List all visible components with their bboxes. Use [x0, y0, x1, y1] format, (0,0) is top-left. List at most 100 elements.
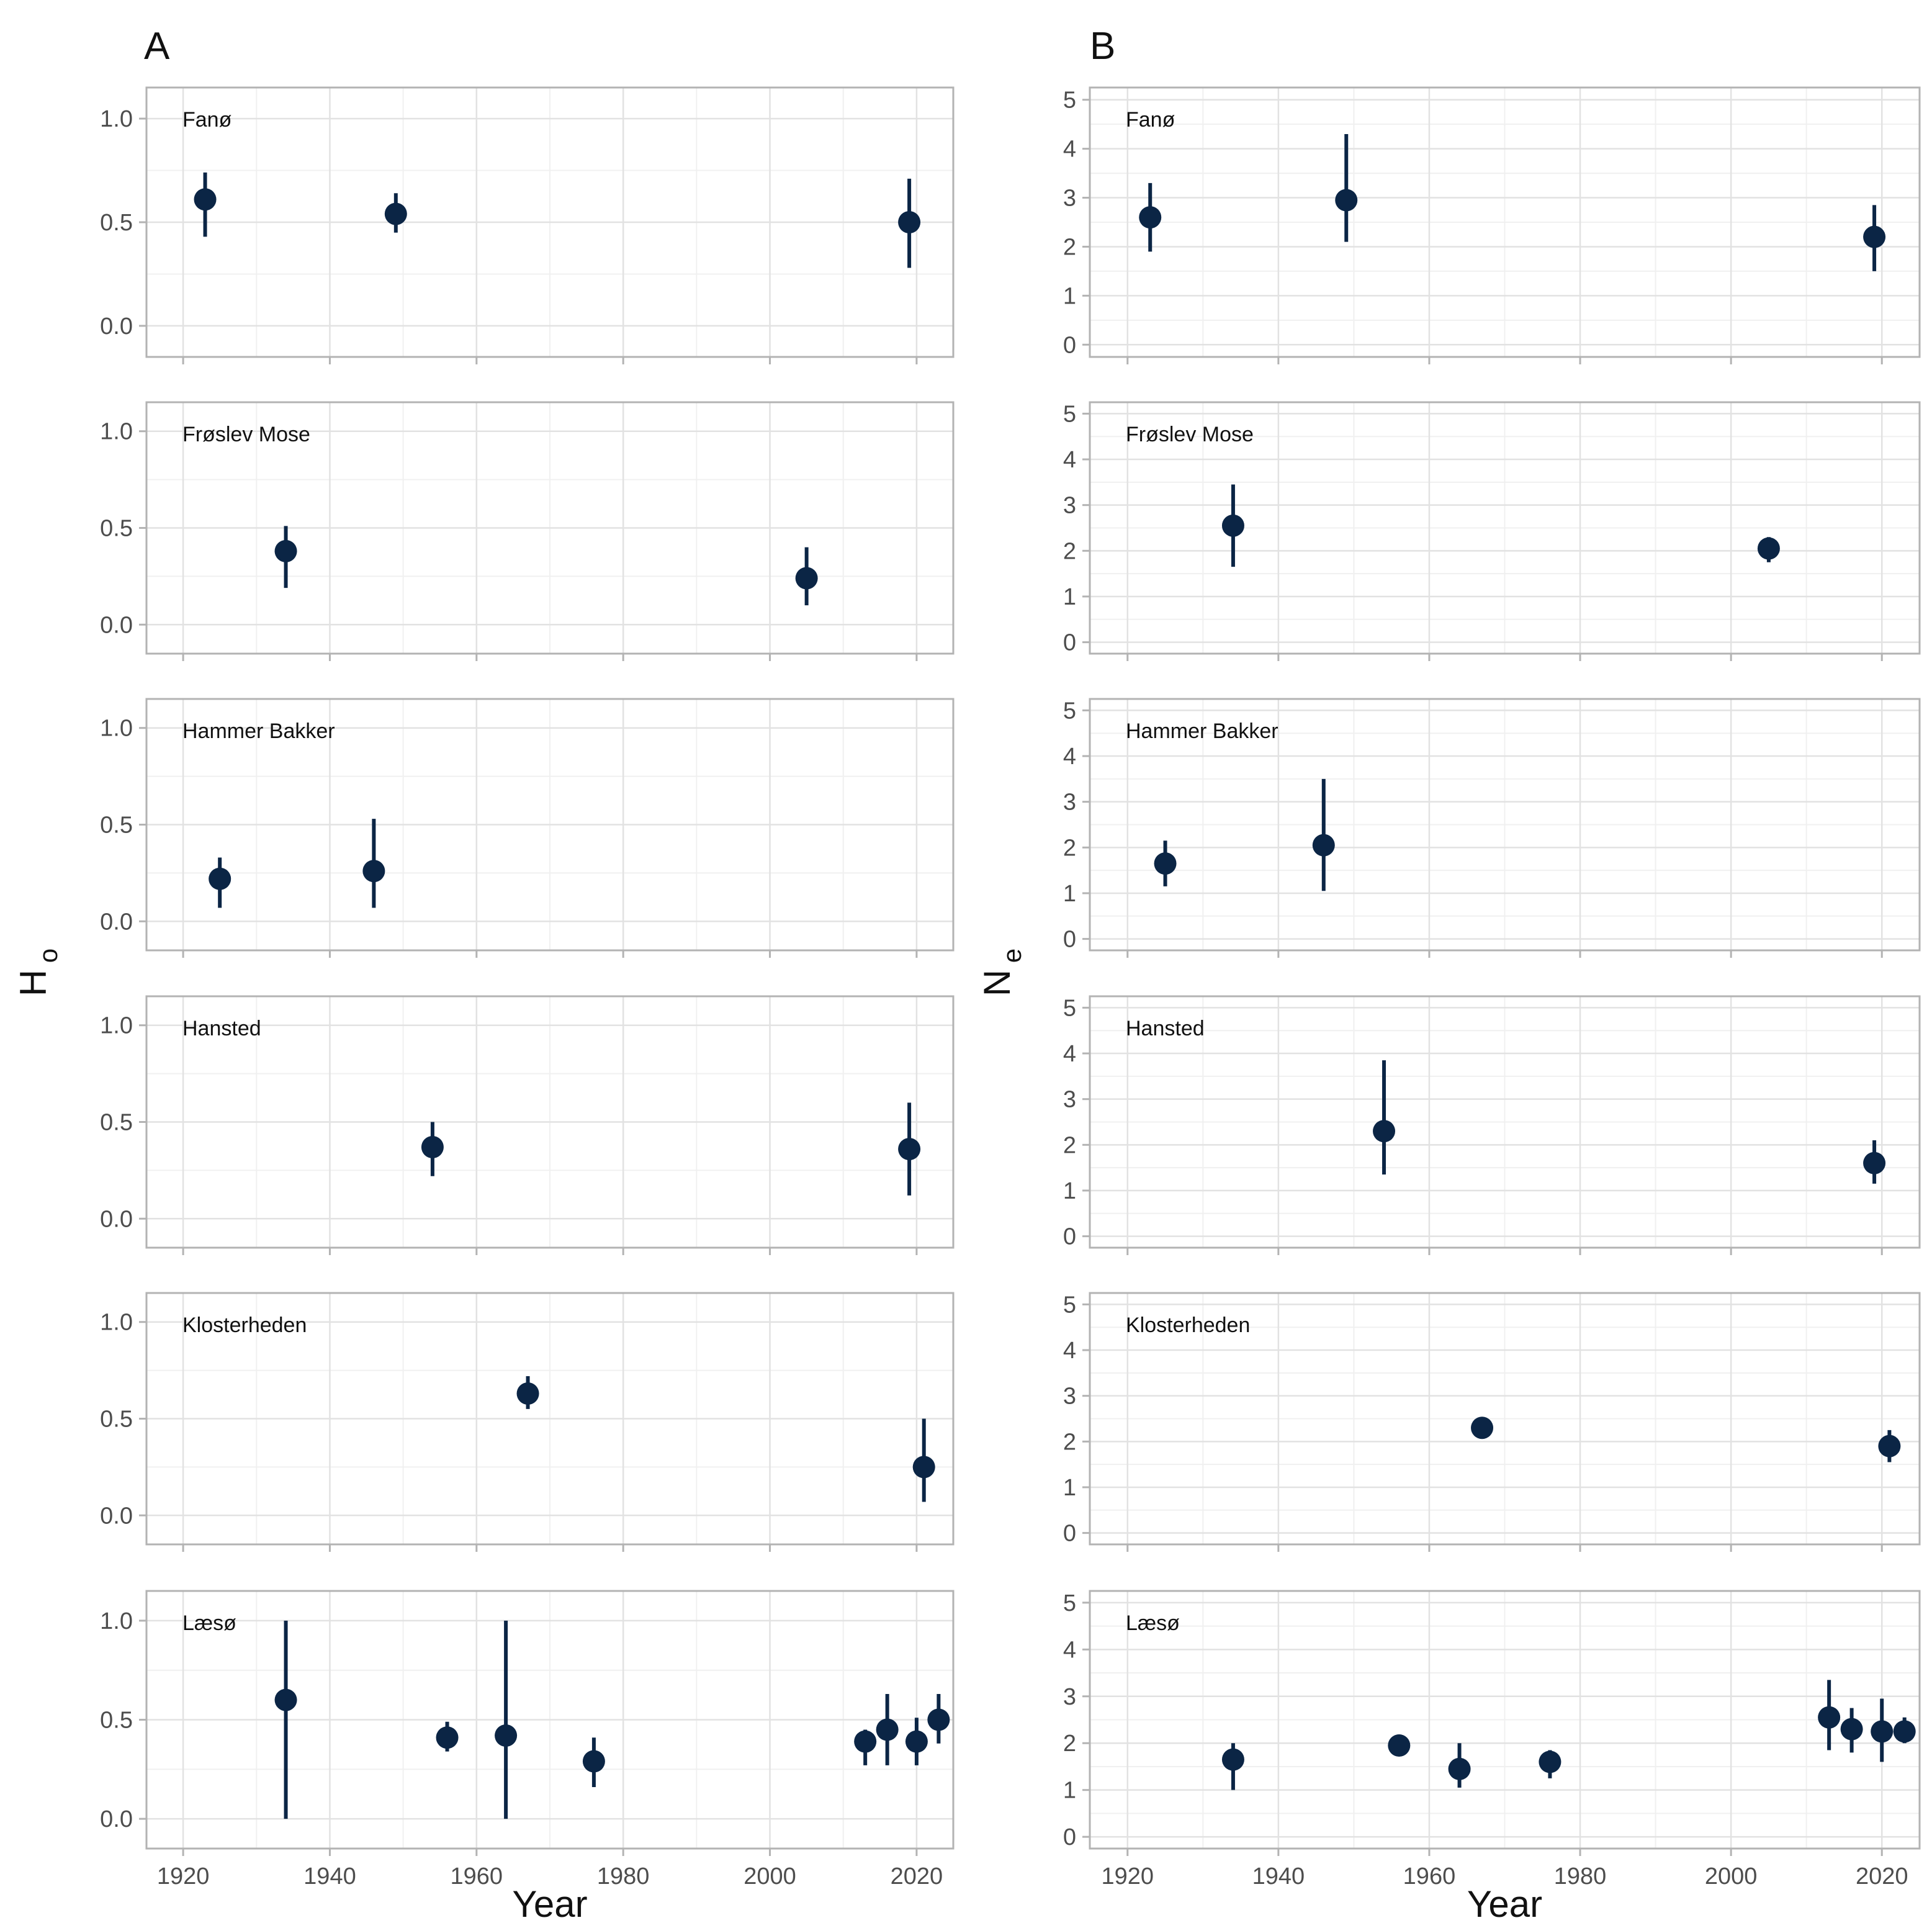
y-tick-label: 1.0 [100, 1013, 133, 1039]
data-point [194, 172, 217, 237]
site-label: Læsø [1126, 1611, 1180, 1635]
data-point [1221, 1743, 1244, 1790]
data-point [1893, 1717, 1916, 1744]
column-label-b: B [1090, 25, 1115, 68]
y-tick-label: 2 [1063, 1132, 1076, 1158]
y-tick-label: 1 [1063, 283, 1076, 309]
panel: 0 1 2 3 4 5 Klosterheden [1063, 1292, 1921, 1552]
y-tick-label: 3 [1063, 186, 1076, 212]
y-axis-title-main: H [12, 970, 54, 996]
point-marker [362, 860, 385, 883]
y-tick-label: 5 [1063, 995, 1076, 1021]
x-tick-label: 1960 [451, 1863, 503, 1890]
point-marker [274, 1688, 297, 1711]
point-marker [927, 1708, 950, 1731]
point-marker [1312, 834, 1335, 857]
point-marker [1863, 1151, 1886, 1174]
data-point [495, 1620, 518, 1819]
point-marker [876, 1718, 899, 1741]
panel-border [1089, 995, 1921, 1249]
point-marker [516, 1382, 539, 1405]
y-axis-title-main: N [976, 970, 1018, 996]
data-point [898, 1102, 921, 1196]
point-marker [1471, 1417, 1494, 1439]
x-tick-label: 1940 [303, 1863, 356, 1890]
y-tick-label: 0.0 [100, 909, 133, 935]
data-point [384, 193, 407, 233]
y-tick-label: 4 [1063, 744, 1076, 770]
point-marker [1448, 1757, 1471, 1780]
data-point [1863, 205, 1886, 271]
y-tick-label: 0.5 [100, 1110, 133, 1136]
y-tick-label: 4 [1063, 137, 1076, 163]
point-marker [795, 567, 818, 590]
panel: 0.0 0.5 1.0 Hansted [100, 995, 955, 1255]
x-tick-label: 1980 [597, 1863, 650, 1890]
y-tick-label: 2 [1063, 234, 1076, 260]
site-label: Hammer Bakker [1126, 719, 1278, 743]
y-tick-label: 1.0 [100, 716, 133, 742]
y-tick-label: 1 [1063, 881, 1076, 907]
point-marker [436, 1726, 459, 1749]
y-tick-label: 4 [1063, 1041, 1076, 1067]
y-tick-label: 1.0 [100, 419, 133, 445]
data-point [1312, 778, 1335, 891]
point-marker [1388, 1734, 1411, 1757]
data-point [1388, 1734, 1411, 1757]
data-point [905, 1718, 928, 1765]
panel: 0.0 0.5 1.0 Frøslev Mose [100, 401, 955, 661]
y-tick-label: 0 [1063, 927, 1076, 953]
data-point [1221, 484, 1244, 567]
y-tick-label: 4 [1063, 447, 1076, 473]
x-tick-label: 1940 [1252, 1863, 1305, 1890]
point-marker [1539, 1750, 1561, 1773]
point-marker [1878, 1435, 1901, 1457]
data-point [898, 178, 921, 268]
data-point [1373, 1060, 1396, 1175]
panel: 0 1 2 3 4 5 Læsø [1063, 1590, 1921, 1856]
site-label: Klosterheden [1126, 1313, 1250, 1337]
y-tick-label: 1.0 [100, 1310, 133, 1336]
site-label: Fanø [182, 108, 231, 132]
point-marker [1221, 514, 1244, 537]
point-marker [1871, 1720, 1894, 1743]
data-point [854, 1729, 877, 1765]
panel-border [1089, 698, 1921, 952]
y-tick-label: 0 [1063, 1224, 1076, 1250]
y-tick-label: 0.0 [100, 1503, 133, 1529]
panel-border [1089, 401, 1921, 655]
y-tick-label: 4 [1063, 1637, 1076, 1663]
data-point [1818, 1680, 1841, 1750]
x-tick-label: 2020 [1856, 1863, 1908, 1890]
panel-border [145, 698, 955, 952]
data-point [1871, 1698, 1894, 1762]
data-point [1154, 840, 1177, 886]
y-tick-label: 3 [1063, 1087, 1076, 1113]
y-tick-label: 5 [1063, 88, 1076, 114]
data-point [1448, 1743, 1471, 1788]
site-label: Frøslev Mose [182, 423, 310, 446]
x-tick-label: 2020 [891, 1863, 943, 1890]
data-point [1878, 1430, 1901, 1462]
panel-border [1089, 1590, 1921, 1850]
point-marker [1335, 189, 1358, 212]
panel: 0.0 0.5 1.0 Læsø [100, 1590, 955, 1856]
site-label: Hammer Bakker [182, 719, 335, 743]
y-axis-title-subscript: e [997, 948, 1027, 963]
y-tick-label: 3 [1063, 790, 1076, 816]
y-tick-label: 0.5 [100, 516, 133, 542]
y-tick-label: 3 [1063, 1384, 1076, 1410]
point-marker [274, 539, 297, 562]
panel-border [145, 995, 955, 1249]
y-tick-label: 0 [1063, 1521, 1076, 1547]
point-marker [1818, 1706, 1841, 1729]
y-tick-label: 0.5 [100, 1407, 133, 1433]
data-point [927, 1694, 950, 1744]
point-marker [1154, 852, 1177, 875]
data-point [876, 1694, 899, 1765]
panel-border [145, 401, 955, 655]
point-marker [1893, 1720, 1916, 1743]
